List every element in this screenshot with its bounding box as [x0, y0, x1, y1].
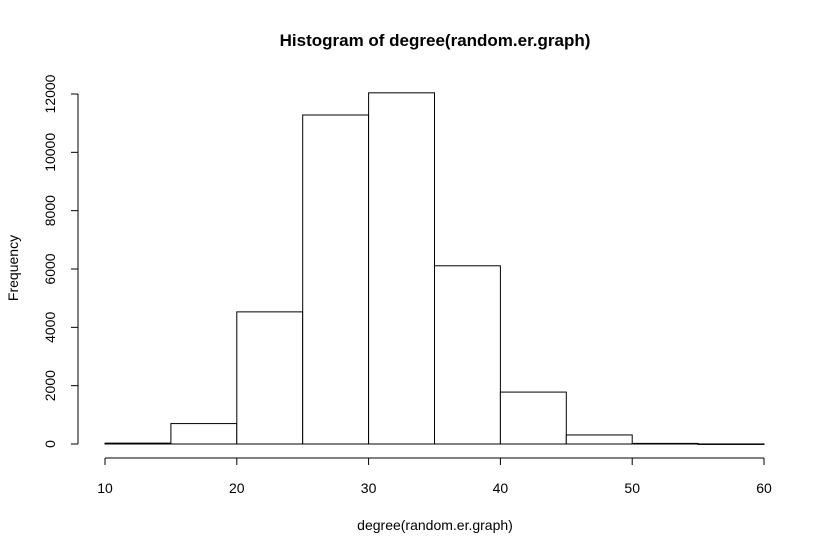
y-axis-label: Frequency: [5, 235, 21, 301]
y-tick-label-0: 0: [42, 440, 58, 448]
y-tick-label-8000: 8000: [42, 195, 58, 226]
histogram-bar-25-30: [302, 114, 370, 445]
x-tick-label-50: 50: [624, 480, 640, 496]
histogram-bar-20-25: [236, 311, 304, 445]
y-axis: 0 2000 4000 6000 8000 10000 12000: [42, 74, 79, 448]
x-axis-label: degree(random.er.graph): [357, 517, 513, 533]
bars-group: [104, 92, 765, 445]
histogram-bar-35-40: [434, 265, 501, 445]
histogram-bar-30-35: [368, 92, 436, 445]
x-tick-label-40: 40: [493, 480, 509, 496]
y-tick-label-4000: 4000: [42, 312, 58, 343]
histogram-bar-45-50: [565, 434, 633, 445]
x-tick-label-30: 30: [361, 480, 377, 496]
x-tick-label-60: 60: [756, 480, 772, 496]
x-tick-label-20: 20: [229, 480, 245, 496]
y-tick-label-10000: 10000: [42, 133, 58, 172]
x-tick-label-10: 10: [97, 480, 113, 496]
y-tick-label-2000: 2000: [42, 370, 58, 401]
y-tick-label-6000: 6000: [42, 253, 58, 284]
histogram-bar-40-45: [499, 391, 567, 445]
chart-title: Histogram of degree(random.er.graph): [280, 31, 591, 50]
histogram-bar-15-20: [170, 423, 238, 445]
x-axis: 10 20 30 40 50 60: [97, 457, 772, 496]
y-tick-label-12000: 12000: [42, 74, 58, 113]
